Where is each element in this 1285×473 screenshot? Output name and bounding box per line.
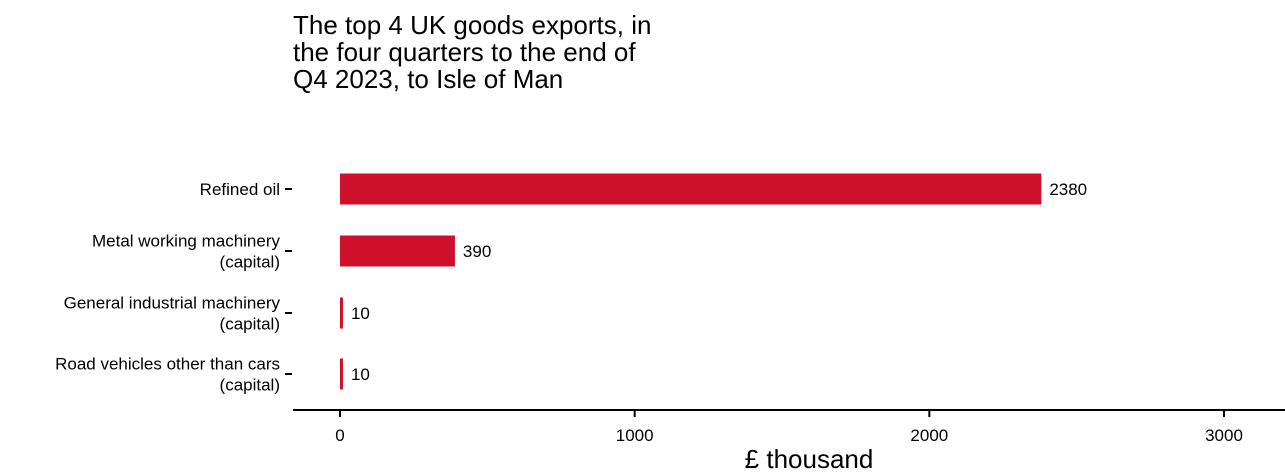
x-axis-title: £ thousand xyxy=(745,444,874,473)
x-axis: 0 1000 2000 3000 xyxy=(335,410,1243,445)
y-tick-label-line: (capital) xyxy=(220,376,280,395)
y-tick-label-line: General industrial machinery xyxy=(64,294,281,313)
bar-value-label: 2380 xyxy=(1049,180,1087,199)
data-labels-layer: 2380 390 10 10 xyxy=(351,180,1087,384)
bar xyxy=(340,297,343,329)
bar xyxy=(340,358,343,390)
bar-value-label: 390 xyxy=(463,242,491,261)
y-axis: Refined oil Metal working machinery (capit… xyxy=(55,180,292,395)
chart-title: The top 4 UK goods exports, in the four … xyxy=(293,10,652,94)
bar xyxy=(340,173,1042,205)
y-tick-label-line: (capital) xyxy=(220,315,280,334)
y-tick-label-line: Metal working machinery xyxy=(92,232,281,251)
y-tick-label-line: Road vehicles other than cars xyxy=(55,355,280,374)
bar xyxy=(340,235,455,267)
y-tick-label: Refined oil xyxy=(200,180,280,199)
x-tick-label: 1000 xyxy=(616,426,654,445)
y-tick-label-line: (capital) xyxy=(220,253,280,272)
x-tick-label: 0 xyxy=(335,426,344,445)
y-tick-label: Metal working machinery (capital) xyxy=(92,232,281,272)
x-tick-label: 3000 xyxy=(1205,426,1243,445)
y-tick-label-line: Refined oil xyxy=(200,180,280,199)
x-tick-label: 2000 xyxy=(910,426,948,445)
y-tick-label: Road vehicles other than cars (capital) xyxy=(55,355,280,395)
bar-value-label: 10 xyxy=(351,365,370,384)
y-tick-label: General industrial machinery (capital) xyxy=(64,294,281,334)
bar-value-label: 10 xyxy=(351,304,370,323)
bars-layer xyxy=(340,173,1042,390)
